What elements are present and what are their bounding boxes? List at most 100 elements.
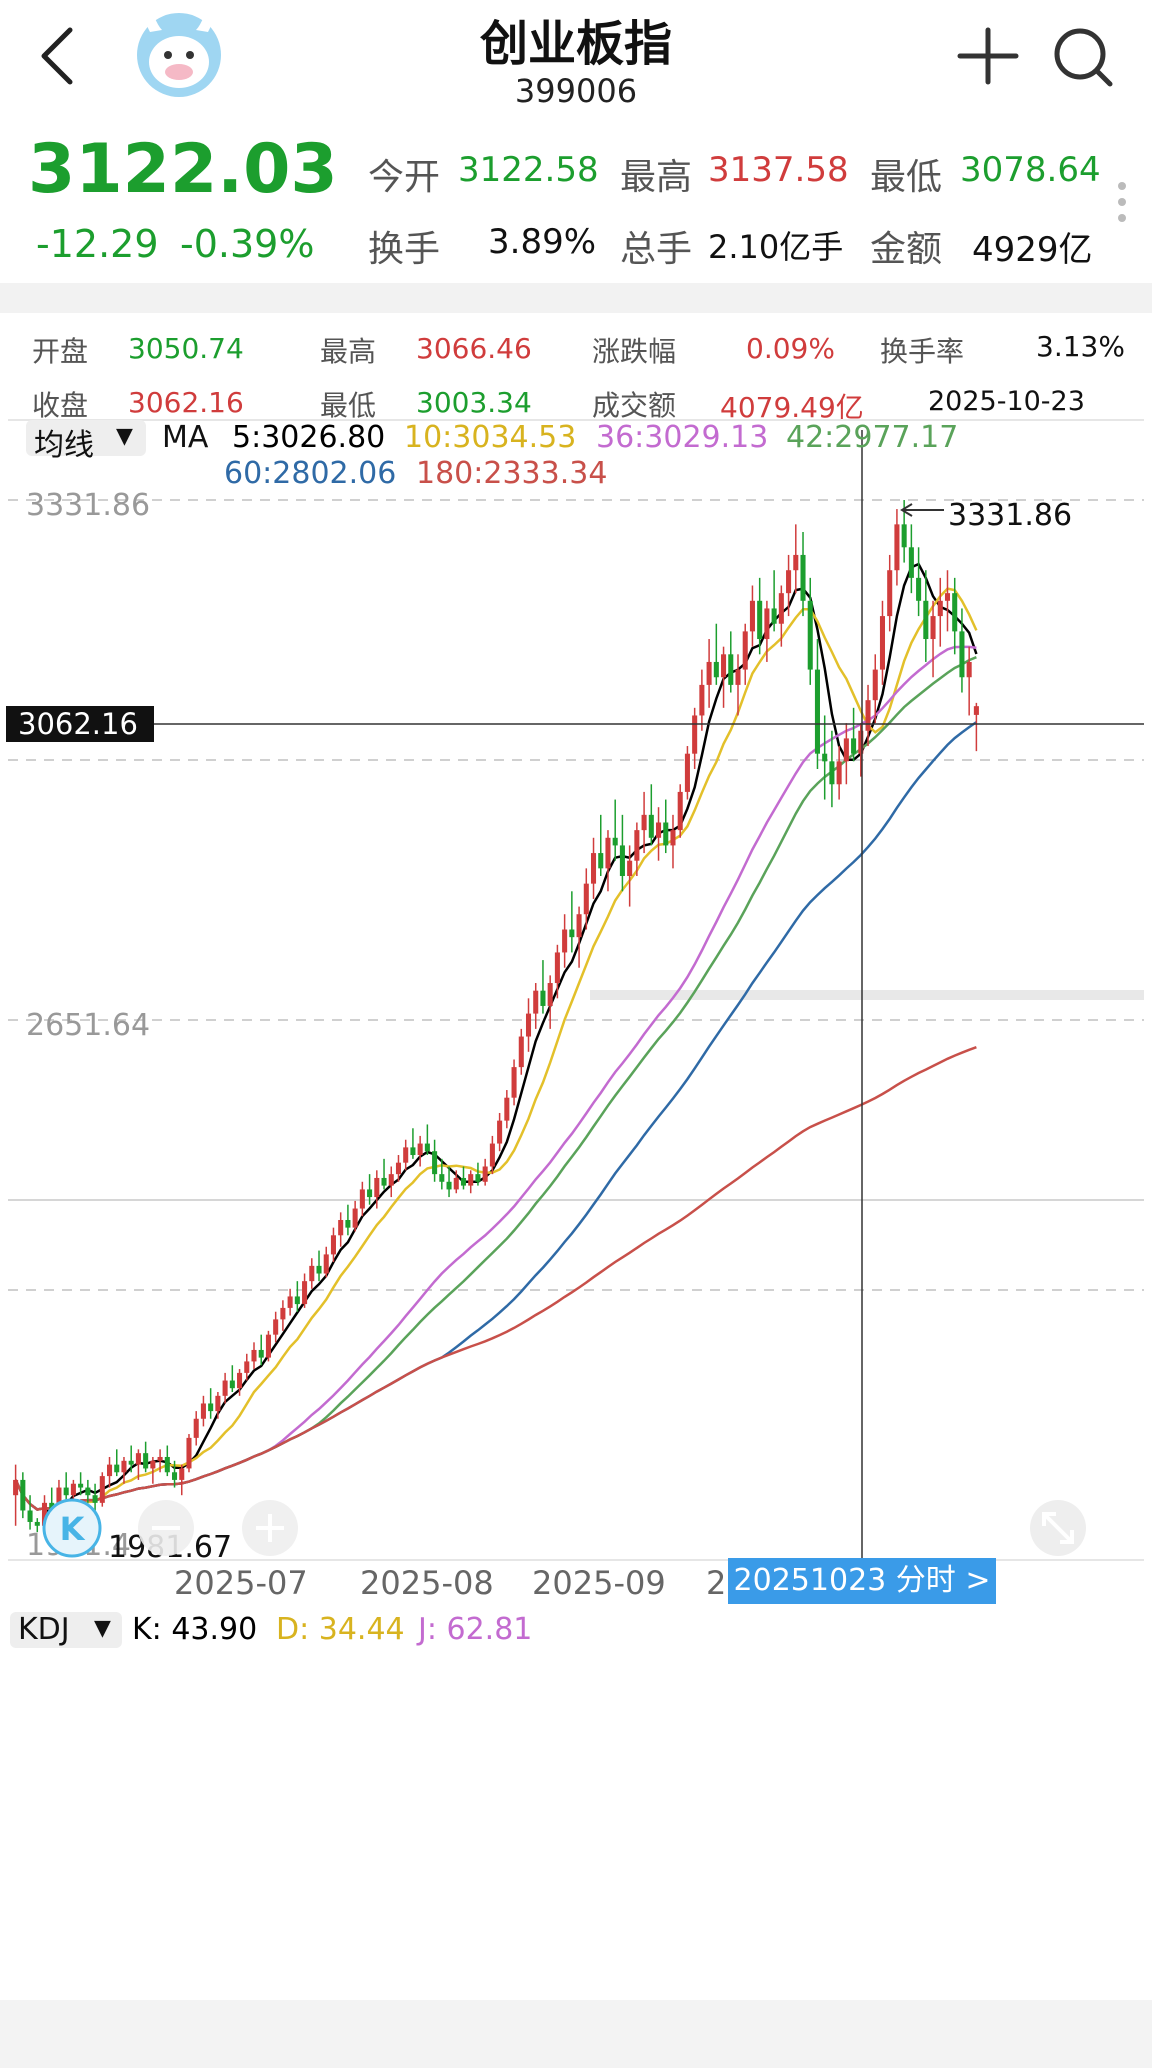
plus-icon[interactable] bbox=[957, 27, 1019, 85]
ma-dropdown[interactable]: 均线 ▼ bbox=[26, 420, 146, 463]
candle-body bbox=[713, 661, 719, 678]
cow-mascot-icon[interactable] bbox=[137, 13, 221, 97]
candle-body bbox=[641, 814, 647, 831]
candle bbox=[778, 585, 784, 647]
candle-body bbox=[338, 1220, 344, 1236]
candle-body bbox=[952, 593, 958, 632]
candle bbox=[446, 1166, 452, 1198]
candle bbox=[280, 1300, 286, 1331]
candle bbox=[121, 1456, 127, 1484]
candle bbox=[814, 639, 820, 769]
candlestick-chart[interactable] bbox=[0, 0, 1152, 1600]
candle-body bbox=[619, 845, 625, 877]
candle-body bbox=[908, 547, 914, 578]
candle bbox=[359, 1181, 365, 1217]
candle bbox=[439, 1158, 445, 1190]
candle-body bbox=[446, 1181, 452, 1190]
candle bbox=[417, 1135, 423, 1167]
candle bbox=[800, 531, 806, 617]
detail-low-value: 3003.34 bbox=[416, 386, 532, 419]
y-axis-label-mid: 2651.64 bbox=[26, 1008, 151, 1043]
candle-body bbox=[684, 753, 690, 792]
candle-body bbox=[923, 600, 929, 640]
candle bbox=[323, 1246, 329, 1278]
candle bbox=[157, 1449, 163, 1473]
candle-body bbox=[114, 1464, 120, 1473]
candle bbox=[432, 1139, 438, 1182]
more-icon[interactable] bbox=[0, 0, 1152, 260]
x-tick-label-4: 2 bbox=[706, 1564, 727, 1602]
chevron-left-icon[interactable] bbox=[41, 27, 73, 85]
candle bbox=[229, 1365, 235, 1393]
candle-body bbox=[63, 1487, 69, 1496]
candle-body bbox=[576, 914, 582, 938]
candle bbox=[128, 1445, 134, 1473]
detail-turn-label: 换手率 bbox=[880, 335, 965, 368]
candle bbox=[648, 784, 654, 846]
kdj-dropdown[interactable]: KDJ ▼ bbox=[10, 1612, 122, 1648]
candle-body bbox=[258, 1349, 264, 1358]
candle bbox=[497, 1112, 503, 1152]
candle bbox=[316, 1250, 322, 1282]
volume-value: 2.10亿手 bbox=[708, 228, 844, 266]
candle-body bbox=[439, 1174, 445, 1182]
candle bbox=[114, 1449, 120, 1477]
max-marker-label: 3331.86 bbox=[948, 498, 1073, 533]
candle bbox=[468, 1170, 474, 1194]
candle-body bbox=[742, 631, 748, 670]
candle bbox=[172, 1460, 178, 1488]
candle-body bbox=[460, 1177, 467, 1186]
candle bbox=[504, 1090, 510, 1129]
candle-body bbox=[699, 684, 705, 716]
ma10-line bbox=[14, 587, 978, 1511]
detail-chg-label: 涨跌幅 bbox=[592, 335, 677, 368]
candle-body bbox=[822, 753, 828, 762]
ma60-value: 60:2802.06 bbox=[224, 456, 397, 491]
candle bbox=[728, 631, 734, 693]
search-icon[interactable] bbox=[1054, 28, 1113, 87]
candle bbox=[302, 1273, 308, 1308]
candle-body bbox=[34, 1521, 40, 1526]
candle bbox=[670, 814, 676, 869]
crosshair-date-button[interactable]: 20251023 分时 > bbox=[728, 1558, 996, 1604]
candle-body bbox=[453, 1177, 459, 1190]
candle bbox=[699, 669, 705, 731]
candle-body bbox=[786, 570, 792, 594]
candle-body bbox=[388, 1174, 394, 1186]
candle-body bbox=[547, 983, 553, 1006]
candle bbox=[822, 715, 828, 800]
kdj-j-value: J: 62.81 bbox=[418, 1612, 533, 1647]
price-change-pct: -0.39% bbox=[180, 222, 315, 266]
candle-body bbox=[78, 1483, 84, 1488]
candle bbox=[150, 1456, 156, 1484]
candle-body bbox=[778, 593, 784, 624]
candle-body bbox=[99, 1476, 105, 1503]
candle bbox=[807, 577, 813, 685]
candle bbox=[829, 730, 835, 808]
candle bbox=[237, 1369, 243, 1396]
candle-body bbox=[612, 837, 618, 846]
candle-body bbox=[554, 952, 560, 984]
candle bbox=[721, 646, 727, 708]
x-tick-label-3: 2025-09 bbox=[532, 1564, 666, 1602]
candle-body bbox=[858, 730, 864, 754]
candle bbox=[215, 1392, 221, 1419]
candle bbox=[63, 1472, 69, 1503]
candle bbox=[843, 723, 849, 785]
candle-body bbox=[836, 761, 842, 785]
candle bbox=[511, 1059, 517, 1106]
turnover-label: 换手 bbox=[368, 229, 441, 270]
candle-body bbox=[735, 669, 741, 685]
page-title: 创业板指 bbox=[479, 16, 672, 72]
candle bbox=[851, 707, 857, 762]
candle-body bbox=[865, 700, 871, 731]
candle-body bbox=[692, 715, 698, 754]
candle bbox=[858, 723, 864, 777]
candle bbox=[164, 1445, 170, 1477]
detail-amount-label: 成交额 bbox=[592, 389, 677, 422]
candle-body bbox=[309, 1265, 315, 1282]
candle bbox=[742, 623, 748, 685]
candle-body bbox=[771, 608, 777, 624]
candle bbox=[713, 623, 719, 685]
candle-body bbox=[229, 1380, 235, 1389]
